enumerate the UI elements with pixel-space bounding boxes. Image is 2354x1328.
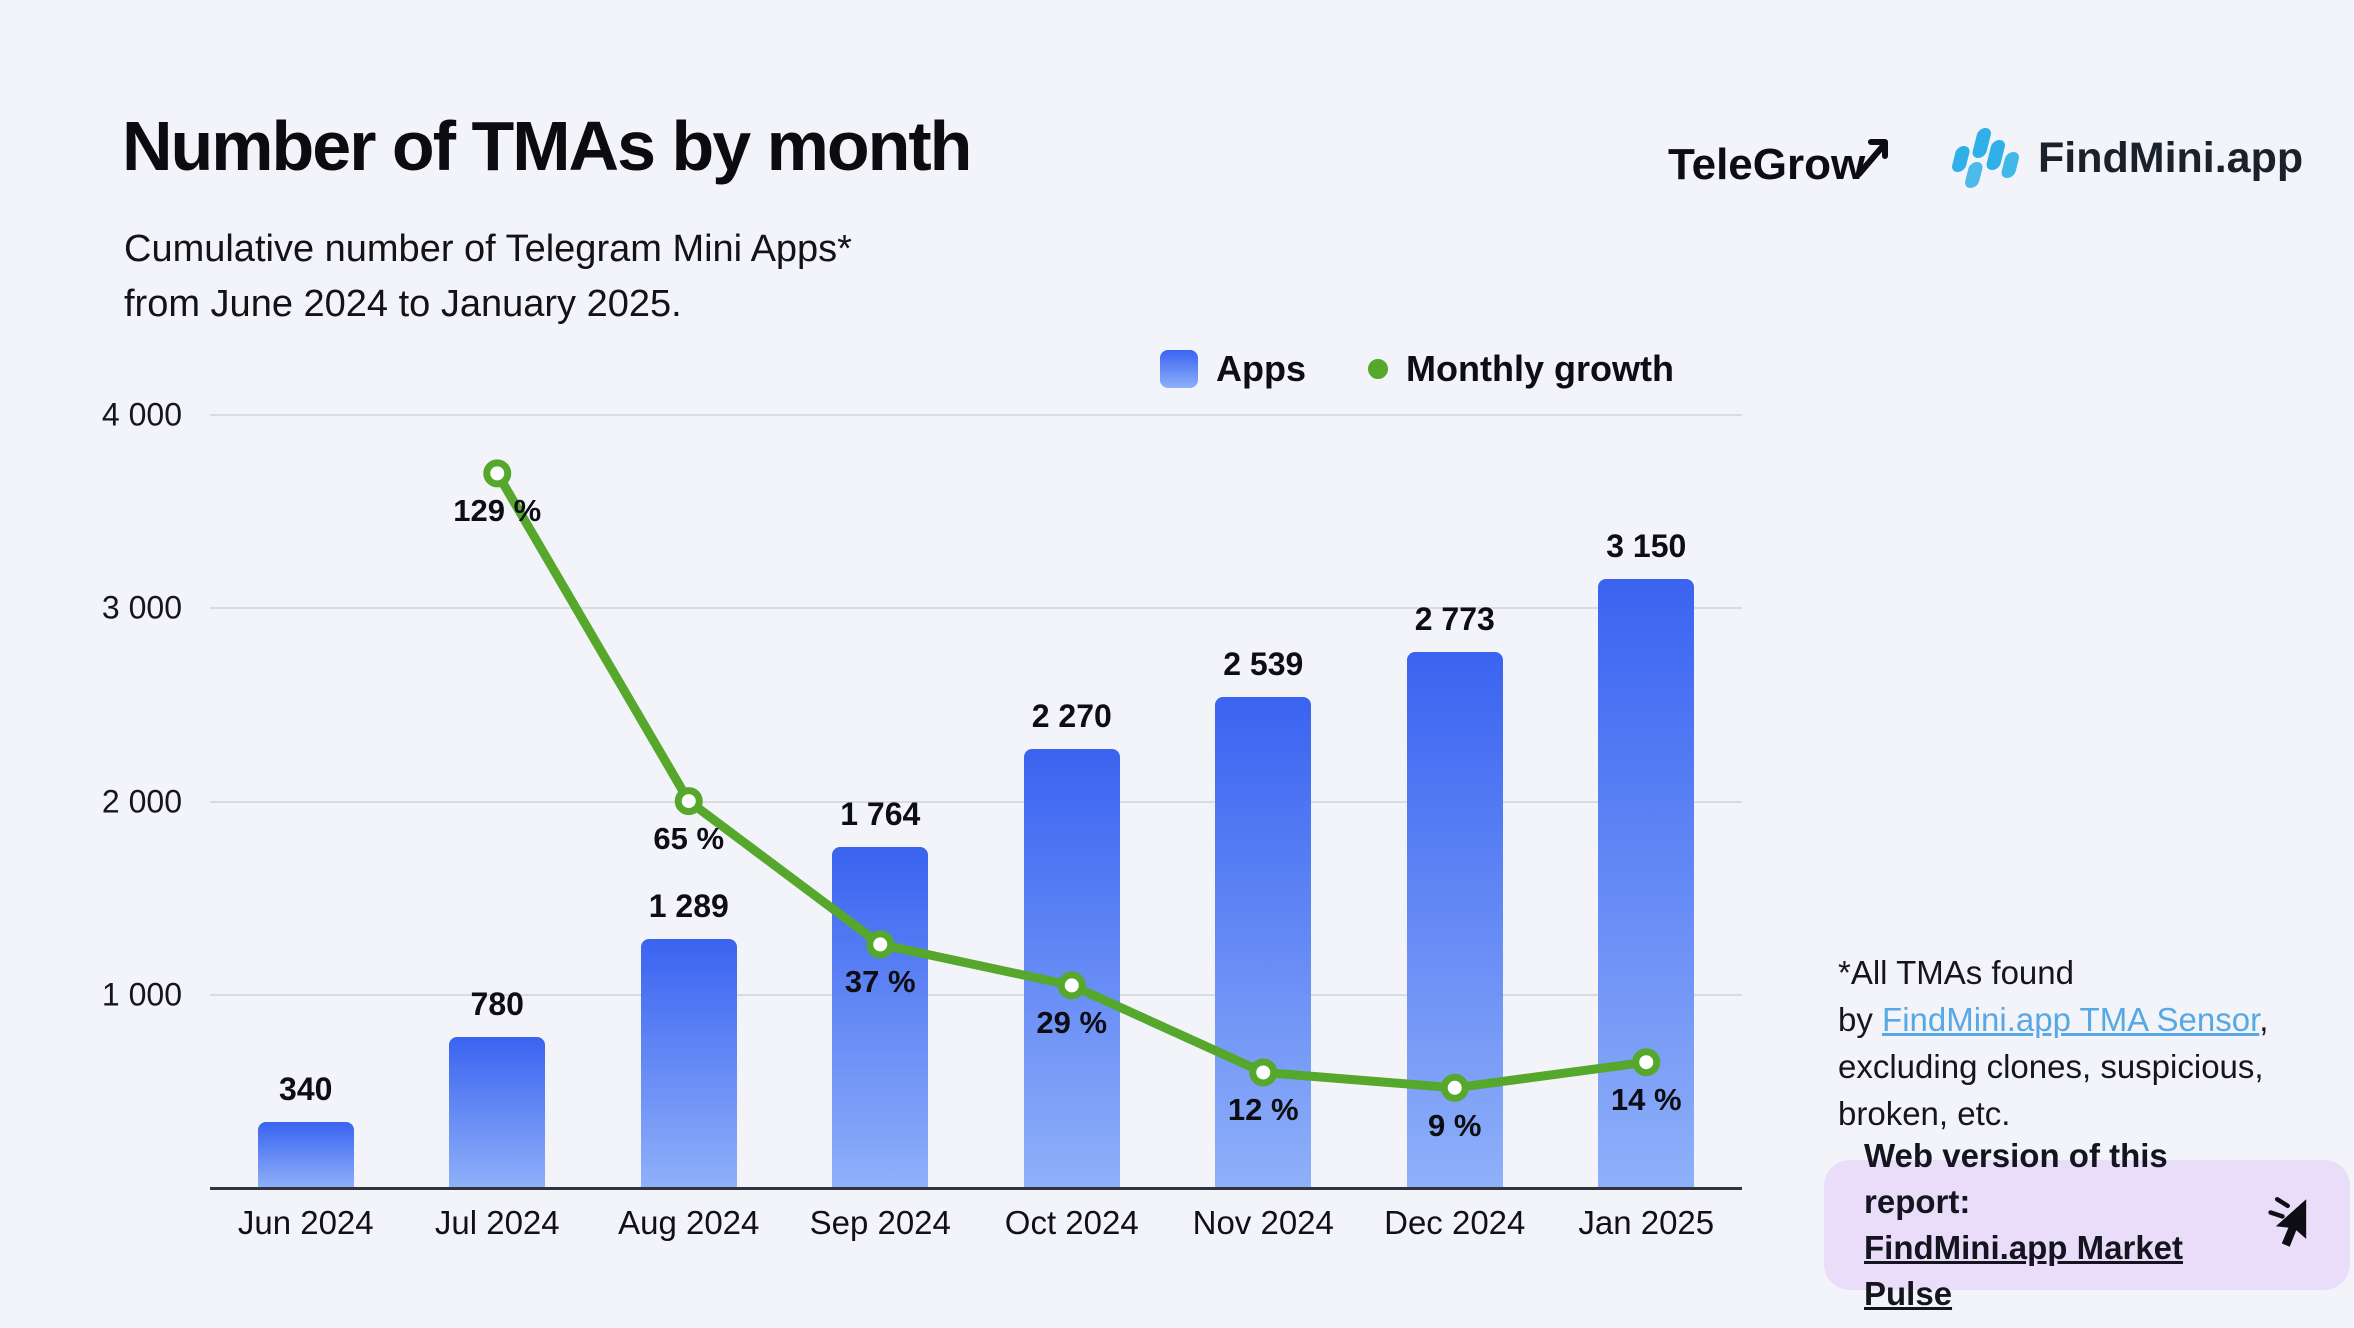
y-axis-labels: 1 000 2 000 3 000 4 000: [0, 397, 196, 1188]
x-tick-label: Jan 2025: [1578, 1204, 1715, 1241]
bar-value-label: 2 773: [1414, 601, 1495, 638]
telegrow-logo: TeleGrow: [1668, 139, 1893, 190]
legend-label-growth: Monthly growth: [1406, 348, 1674, 389]
web-version-box[interactable]: Web version of this report: FindMini.app…: [1824, 1137, 2350, 1312]
footnote-by: by: [1838, 1000, 1883, 1038]
growth-marker: [866, 930, 895, 959]
footnote-line1: *All TMAs found: [1838, 954, 2074, 991]
growth-marker: [1440, 1073, 1469, 1102]
plot-area: 340 780 1 289 1 764 2 270 2 539 2 773 3 150 129…: [210, 414, 1742, 1190]
findmini-logo-text: FindMini.app: [2038, 133, 2304, 182]
bar-value-label: 1 289: [648, 887, 729, 924]
growth-marker: [674, 787, 703, 816]
gridlines: [210, 414, 1742, 1188]
x-axis-line: [210, 1187, 1742, 1190]
bar-jan-2025: [1598, 579, 1695, 1188]
web-version-label: Web version of this report:: [1864, 1136, 2168, 1220]
cursor-icon: [2266, 1194, 2320, 1257]
growth-marker: [1632, 1048, 1661, 1077]
bar-value-label: 2 539: [1223, 646, 1304, 683]
x-tick-label: Jul 2024: [434, 1204, 560, 1241]
chart-legend: Apps Monthly growth: [1160, 348, 1674, 390]
x-tick-label: Jun 2024: [237, 1204, 374, 1241]
bar-value-label: 780: [470, 986, 524, 1023]
tma-sensor-link[interactable]: FindMini.app TMA Sensor: [1882, 1000, 2260, 1038]
footnote-line4: broken, etc.: [1838, 1094, 2011, 1132]
growth-ring-icon: [1368, 359, 1388, 379]
x-tick-label: Aug 2024: [618, 1204, 760, 1241]
bar-jun-2024: [257, 1122, 354, 1188]
x-tick-label: Sep 2024: [809, 1204, 951, 1241]
bar-jul-2024: [449, 1037, 546, 1188]
legend-item-growth: Monthly growth: [1368, 348, 1674, 390]
page-subtitle: Cumulative number of Telegram Mini Apps*…: [124, 228, 852, 326]
x-tick-label: Nov 2024: [1192, 1204, 1334, 1241]
y-tick-label: 3 000: [101, 589, 182, 626]
bar-value-label: 2 270: [1031, 698, 1112, 735]
x-tick-label: Oct 2024: [1004, 1204, 1139, 1241]
footnote: *All TMAs found by FindMini.app TMA Sens…: [1838, 950, 2338, 1137]
bar-value-label: 3 150: [1606, 528, 1687, 565]
apps-swatch-icon: [1160, 350, 1198, 388]
bar-nov-2024: [1215, 697, 1312, 1188]
gridline: [210, 414, 1742, 416]
footnote-comma: ,: [2259, 1000, 2269, 1038]
gridline: [210, 993, 1742, 996]
telegrow-logo-text: TeleGrow: [1668, 140, 1866, 189]
bar-value-label: 340: [279, 1071, 333, 1108]
x-tick-label: Dec 2024: [1384, 1204, 1526, 1241]
gridline: [210, 800, 1742, 803]
growth-marker: [1057, 971, 1086, 1000]
y-tick-label: 4 000: [101, 396, 182, 433]
y-tick-label: 1 000: [101, 976, 182, 1013]
legend-label-apps: Apps: [1216, 348, 1306, 389]
legend-item-apps: Apps: [1160, 348, 1306, 390]
footnote-line3: excluding clones, suspicious,: [1838, 1047, 2264, 1085]
growth-marker: [1249, 1058, 1278, 1087]
bar-oct-2024: [1023, 749, 1120, 1188]
growth-line-svg: [483, 459, 1661, 1102]
findmini-logo-icon: [1952, 128, 2019, 188]
findmini-logo: FindMini.app: [1948, 126, 2303, 190]
bar-sep-2024: [832, 847, 929, 1188]
page-title: Number of TMAs by month: [122, 107, 972, 185]
x-axis-labels: Jun 2024 Jul 2024 Aug 2024 Sep 2024 Oct 2024…: [210, 1204, 1742, 1248]
bar-value-label: 1 764: [840, 796, 921, 833]
telegrow-arrow-icon: [1856, 139, 1889, 177]
y-tick-label: 2 000: [101, 783, 182, 819]
bar-aug-2024: [640, 938, 737, 1188]
gridline: [210, 607, 1742, 610]
growth-marker: [483, 459, 512, 488]
bars-layer: 340 780 1 289 1 764 2 270 2 539 2 773 3 150: [210, 415, 1742, 1188]
market-pulse-link[interactable]: FindMini.app Market Pulse: [1864, 1229, 2184, 1313]
